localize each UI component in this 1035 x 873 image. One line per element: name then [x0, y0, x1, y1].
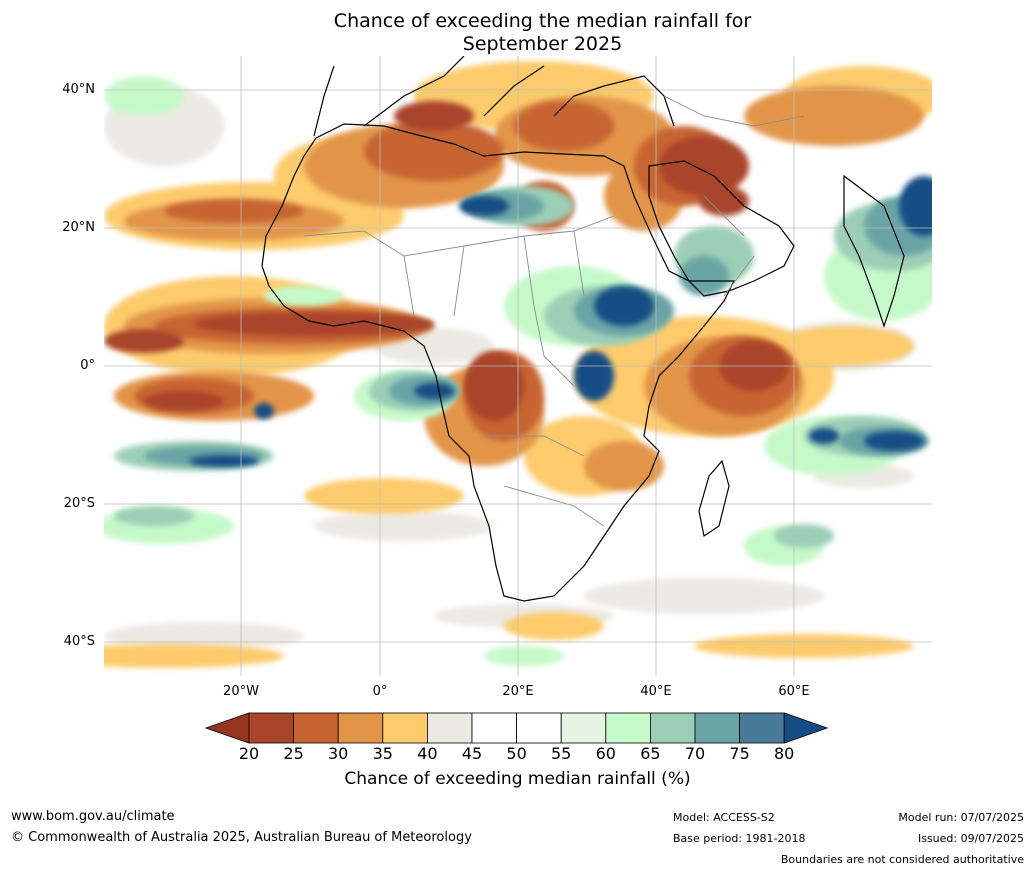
colorbar-tick-label: 20	[238, 744, 260, 763]
colorbar-bin	[426, 712, 473, 744]
colorbar-bin	[560, 712, 607, 744]
colorbar-tick-label: 35	[372, 744, 393, 763]
lon-label-0: 0°	[372, 684, 388, 699]
colorbar-tick-label: 65	[640, 744, 661, 763]
colorbar-tick-label: 30	[328, 744, 349, 763]
footer-model: Model: ACCESS-S2	[673, 811, 775, 824]
colorbar-tick-label: 80	[774, 744, 795, 763]
colorbar-tick-label: 50	[506, 744, 527, 763]
colorbar-tick-label: 25	[283, 744, 304, 763]
colorbar-label: Chance of exceeding median rainfall (%)	[344, 769, 691, 789]
rainfall-map-svg	[104, 56, 932, 676]
colorbar-bin	[471, 712, 517, 744]
colorbar-bin	[248, 712, 294, 744]
colorbar-bin	[337, 712, 384, 744]
colorbar-tick-label: 75	[729, 744, 750, 763]
title-line-2: September 2025	[462, 33, 623, 55]
lon-label-20w: 20°W	[223, 684, 259, 699]
colorbar-bin	[382, 712, 428, 744]
footer-website: www.bom.gov.au/climate	[11, 809, 175, 824]
rainfall-map	[104, 56, 932, 676]
arabian-peninsula-coastline	[648, 160, 795, 297]
colorbar-tick-label: 70	[684, 744, 706, 763]
lon-label-60e: 60°E	[778, 684, 810, 699]
map-title: Chance of exceeding the median rainfall …	[0, 10, 1035, 56]
colorbar-bin	[605, 712, 651, 744]
colorbar-bin	[293, 712, 339, 744]
lat-label-40n: 40°N	[62, 82, 95, 97]
footer-disclaimer: Boundaries are not considered authoritat…	[780, 853, 1024, 866]
india-coastline	[843, 174, 905, 328]
colorbar-tick-label: 45	[461, 744, 483, 763]
colorbar-tick-label: 55	[551, 744, 572, 763]
lat-label-20s: 20°S	[63, 496, 95, 511]
region-above-80	[189, 176, 932, 467]
lat-label-20n: 20°N	[62, 220, 95, 235]
footer-model-run: Model run: 07/07/2025	[898, 811, 1024, 824]
title-line-1: Chance of exceeding the median rainfall …	[333, 10, 752, 32]
lat-label-0: 0°	[80, 358, 95, 373]
colorbar-bin	[649, 712, 696, 744]
footer-copyright: © Commonwealth of Australia 2025, Austra…	[11, 830, 472, 845]
colorbar-tick-label: 60	[595, 744, 616, 763]
footer-base-period: Base period: 1981-2018	[673, 832, 806, 845]
region-below-25	[104, 101, 789, 421]
madagascar-coastline	[698, 459, 730, 537]
colorbar-over-triangle	[783, 712, 829, 744]
colorbar-under-triangle	[205, 712, 250, 744]
colorbar-tick-label: 40	[417, 744, 438, 763]
colorbar-bin	[516, 712, 562, 744]
africa-coastline	[261, 123, 735, 602]
europe-coastline	[313, 56, 675, 137]
footer-issued: Issued: 09/07/2025	[917, 832, 1024, 845]
lon-label-20e: 20°E	[502, 684, 534, 699]
lon-label-40e: 40°E	[640, 684, 672, 699]
map-grid	[104, 56, 932, 676]
country-borders	[303, 95, 805, 527]
colorbar	[205, 712, 829, 744]
lat-label-40s: 40°S	[63, 634, 95, 649]
colorbar-bin	[694, 712, 740, 744]
colorbar-bin	[739, 712, 785, 744]
